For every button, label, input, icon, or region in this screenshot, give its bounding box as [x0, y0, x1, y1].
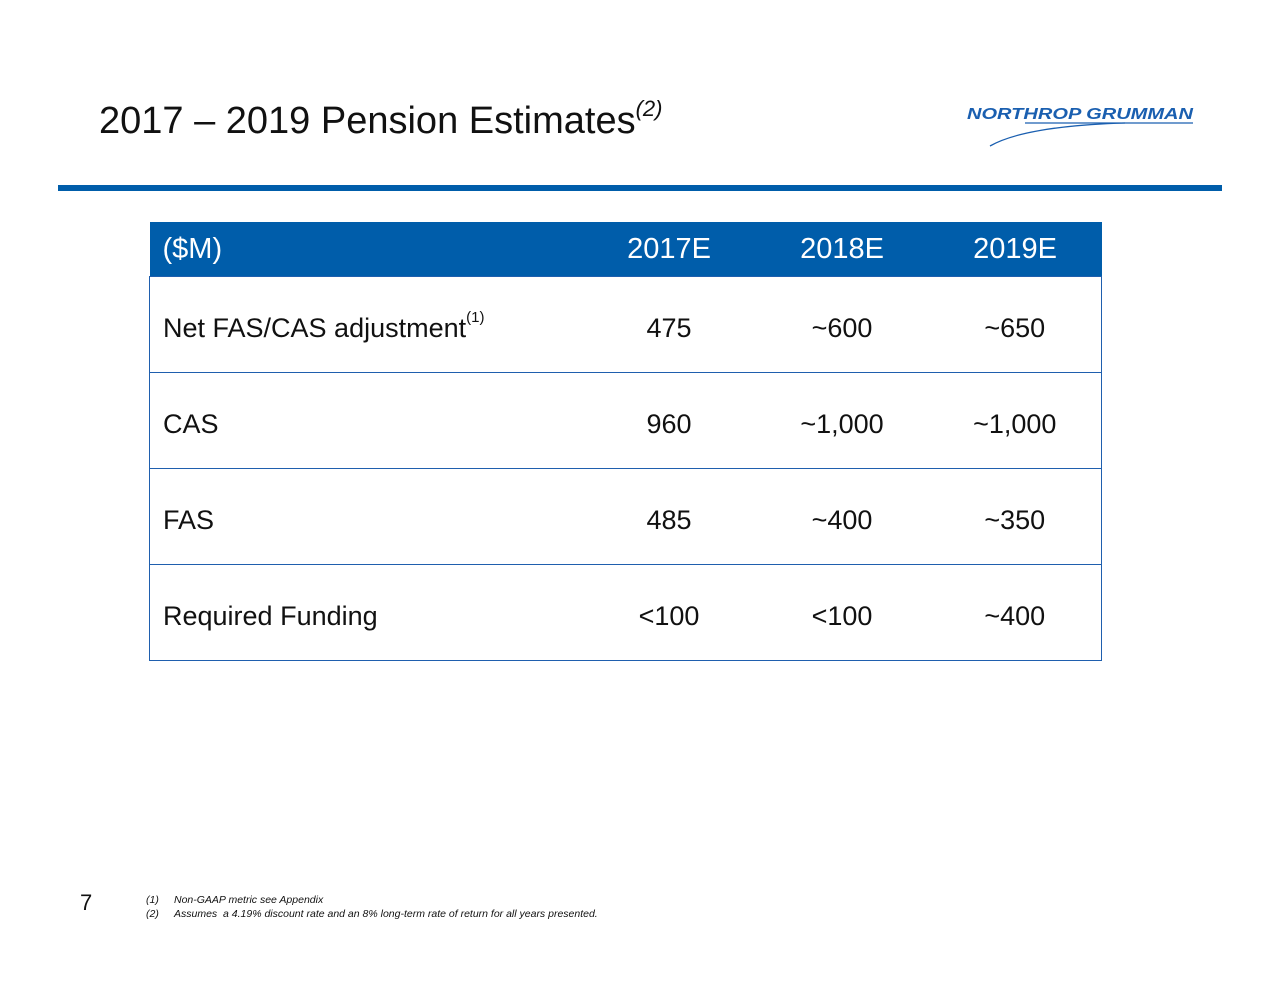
cell: ~400	[928, 564, 1102, 661]
cell: ~350	[928, 468, 1102, 565]
cell: <100	[582, 564, 756, 661]
row-label: Required Funding	[149, 564, 583, 661]
row-footnote-marker: (1)	[466, 309, 485, 326]
northrop-grumman-logo: NORTHROP GRUMMAN	[967, 106, 1194, 147]
title-footnote-marker: (2)	[635, 96, 663, 121]
cell: ~1,000	[928, 372, 1102, 469]
table-row: CAS 960 ~1,000 ~1,000	[149, 372, 1102, 469]
cell: 475	[582, 276, 756, 373]
svg-text:NORTHROP GRUMMAN: NORTHROP GRUMMAN	[967, 106, 1194, 123]
title-text: 2017 – 2019 Pension Estimates	[99, 100, 636, 142]
cell: ~650	[928, 276, 1102, 373]
table-row: Required Funding <100 <100 ~400	[149, 564, 1102, 661]
header-2019e: 2019E	[928, 222, 1102, 277]
header-2017e: 2017E	[582, 222, 756, 277]
page-number: 7	[80, 890, 93, 915]
row-label: FAS	[149, 468, 583, 565]
cell: <100	[755, 564, 929, 661]
page-title: 2017 – 2019 Pension Estimates(2)	[99, 96, 662, 143]
cell: 960	[582, 372, 756, 469]
footnote-marker: (1)	[146, 894, 159, 906]
cell: ~400	[755, 468, 929, 565]
footnote-text: Non-GAAP metric see Appendix	[174, 894, 324, 906]
cell: 485	[582, 468, 756, 565]
table-header-row: ($M) 2017E 2018E 2019E	[149, 222, 1102, 277]
table-row: FAS 485 ~400 ~350	[149, 468, 1102, 565]
footnote-marker: (2)	[146, 908, 159, 920]
footnotes: (1) Non-GAAP metric see Appendix (2) Assum…	[146, 893, 598, 921]
pension-estimates-table: ($M) 2017E 2018E 2019E Net FAS/CAS adjus…	[149, 222, 1102, 661]
table-row: Net FAS/CAS adjustment(1) 475 ~600 ~650	[149, 276, 1102, 373]
header-units: ($M)	[149, 222, 583, 277]
cell: ~600	[755, 276, 929, 373]
footnote: (2) Assumes a 4.19% discount rate and an …	[146, 907, 598, 921]
footnote: (1) Non-GAAP metric see Appendix	[146, 893, 598, 907]
footnote-text: Assumes a 4.19% discount rate and an 8% …	[174, 908, 598, 920]
header-divider	[58, 185, 1222, 191]
row-label: Net FAS/CAS adjustment(1)	[149, 276, 583, 373]
cell: ~1,000	[755, 372, 929, 469]
row-label-text: Net FAS/CAS adjustment	[163, 313, 467, 343]
row-label: CAS	[149, 372, 583, 469]
header-2018e: 2018E	[755, 222, 929, 277]
